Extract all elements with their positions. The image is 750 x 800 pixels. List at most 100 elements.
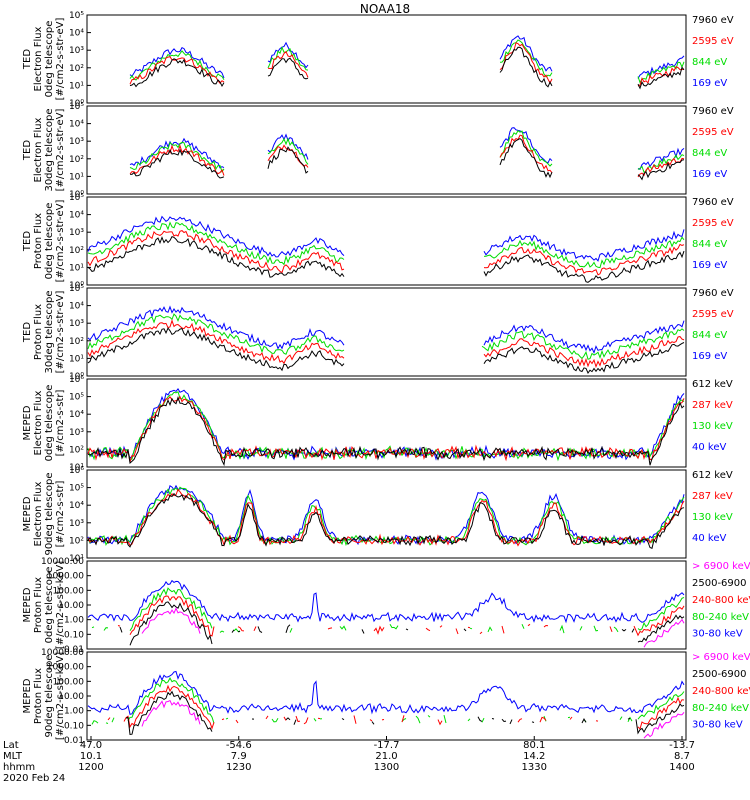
legend-black: 612 keV xyxy=(692,379,733,390)
legend-green: 844 eV xyxy=(692,330,727,341)
trace-red xyxy=(129,42,685,87)
y-tick-label: 10³ xyxy=(69,137,84,147)
y-axis-label-line: MEPED xyxy=(22,405,33,440)
x-tick-label: 1200 xyxy=(78,762,103,773)
legend-red: 2595 eV xyxy=(692,127,734,138)
x-row-label: MLT xyxy=(3,751,23,762)
legend-black: 2500-6900 xyxy=(692,578,747,589)
y-tick-label: 10² xyxy=(69,64,84,74)
trace-magenta xyxy=(141,607,685,648)
y-axis-label-line: 30deg telescope xyxy=(44,108,55,191)
legend-red: 2595 eV xyxy=(692,309,734,320)
legend-green: 130 keV xyxy=(692,421,733,432)
y-tick-label: 10⁴ xyxy=(69,501,84,511)
y-tick-label: 10³ xyxy=(69,228,84,238)
y-tick-label: 0.10 xyxy=(64,721,84,731)
y-axis-label-line: [#/cm2-s-str] xyxy=(55,389,66,456)
y-axis-label-line: 30deg telescope xyxy=(44,290,55,373)
trace-green xyxy=(87,313,685,360)
y-tick-label: 10⁵ xyxy=(69,11,84,21)
y-axis-label-line: MEPED xyxy=(22,587,33,622)
legend-blue: 169 eV xyxy=(692,260,727,271)
y-tick-label: 10³ xyxy=(69,46,84,56)
y-axis-label-line: [#/cm2-s-str-keV] xyxy=(55,652,66,740)
y-tick-label: 1000.00 xyxy=(47,663,84,673)
trace-magenta xyxy=(141,699,685,739)
y-tick-label: 10⁰ xyxy=(69,99,84,109)
trace-black xyxy=(129,137,685,181)
trace-black xyxy=(87,492,685,549)
trace-green xyxy=(91,677,685,725)
y-axis-label-line: TED xyxy=(22,322,33,343)
x-tick-label: 1230 xyxy=(226,762,251,773)
date-label: 2020 Feb 24 xyxy=(3,773,65,784)
y-tick-label: 10⁰ xyxy=(69,372,84,382)
panel-frame xyxy=(86,378,687,468)
legend-green: 844 eV xyxy=(692,239,727,250)
trace-red xyxy=(87,230,685,276)
trace-red xyxy=(87,319,685,369)
x-tick-label: 1300 xyxy=(374,762,399,773)
trace-blue xyxy=(87,215,685,262)
legend-green: 80-240 keV xyxy=(692,703,749,714)
y-tick-label: 10⁴ xyxy=(69,302,84,312)
panel-4: 10⁰ 10¹ 10² 10³ 10⁴ 10⁵ TED Proton Flux 30deg te… xyxy=(22,284,734,382)
y-tick-label: 10⁵ xyxy=(69,193,84,203)
legend-green: 130 keV xyxy=(692,512,733,523)
y-axis-label-line: MEPED xyxy=(22,496,33,531)
y-tick-label: 10000.00 xyxy=(41,557,84,567)
panel-frame xyxy=(86,105,687,195)
y-tick-label: 10¹ xyxy=(69,263,84,273)
y-tick-label: 10⁴ xyxy=(69,29,84,39)
x-tick-label: -54.6 xyxy=(226,740,252,751)
trace-blue xyxy=(87,579,685,624)
y-axis-label-line: Proton Flux xyxy=(33,668,44,724)
trace-black xyxy=(119,601,685,646)
y-tick-label: 10⁶ xyxy=(69,375,84,385)
y-tick-label: 10¹ xyxy=(69,554,84,564)
trace-green xyxy=(87,486,685,547)
y-tick-label: 10³ xyxy=(69,319,84,329)
legend-red: 2595 eV xyxy=(692,218,734,229)
x-tick-label: 80.1 xyxy=(523,740,545,751)
trace-red xyxy=(87,488,685,547)
y-tick-label: 10² xyxy=(69,445,84,455)
y-tick-label: 10¹ xyxy=(69,81,84,91)
y-axis-label-line: Electron Flux xyxy=(33,26,44,91)
y-tick-label: 10¹ xyxy=(69,463,84,473)
y-tick-label: 10⁴ xyxy=(69,211,84,221)
y-axis-label-line: [#/cm2-s-str-eV] xyxy=(55,109,66,192)
legend-red: 287 keV xyxy=(692,400,733,411)
legend-black: 7960 eV xyxy=(692,106,734,117)
y-axis-label-line: [#/cm2-s-str-eV] xyxy=(55,291,66,374)
y-tick-label: 10² xyxy=(69,246,84,256)
y-tick-label: 1000.00 xyxy=(47,572,84,582)
panel-frame xyxy=(86,196,687,286)
y-tick-label: 100.00 xyxy=(53,586,85,596)
trace-black xyxy=(87,327,685,375)
x-tick-label: 10.1 xyxy=(80,751,102,762)
x-tick-label: 21.0 xyxy=(375,751,397,762)
y-axis-label-line: 0deg telescope xyxy=(44,21,55,98)
trace-black xyxy=(87,235,685,283)
x-tick-label: -17.7 xyxy=(374,740,400,751)
x-tick-label: 1400 xyxy=(669,762,694,773)
y-tick-label: 0.01 xyxy=(64,645,84,655)
x-tick-label: -13.7 xyxy=(669,740,695,751)
y-tick-label: 10⁴ xyxy=(69,410,84,420)
legend-black: 7960 eV xyxy=(692,288,734,299)
panel-frame xyxy=(86,560,687,650)
panel-5: 10¹ 10² 10³ 10⁴ 10⁵ 10⁶ MEPED Electron Flux 0deg… xyxy=(22,375,733,473)
trace-blue xyxy=(129,35,685,79)
panel-6: 10¹ 10² 10³ 10⁴ 10⁵ 10⁶ MEPED Electron Flux 90de… xyxy=(22,466,733,564)
y-tick-label: 10¹ xyxy=(69,354,84,364)
legend-red: 2595 eV xyxy=(692,36,734,47)
y-tick-label: 10⁰ xyxy=(69,190,84,200)
legend-green: 844 eV xyxy=(692,57,727,68)
trace-blue xyxy=(87,670,685,715)
trace-green xyxy=(129,39,685,84)
y-axis-label-line: Electron Flux xyxy=(33,481,44,546)
x-row-label: Lat xyxy=(3,740,19,751)
trace-black xyxy=(125,690,685,735)
